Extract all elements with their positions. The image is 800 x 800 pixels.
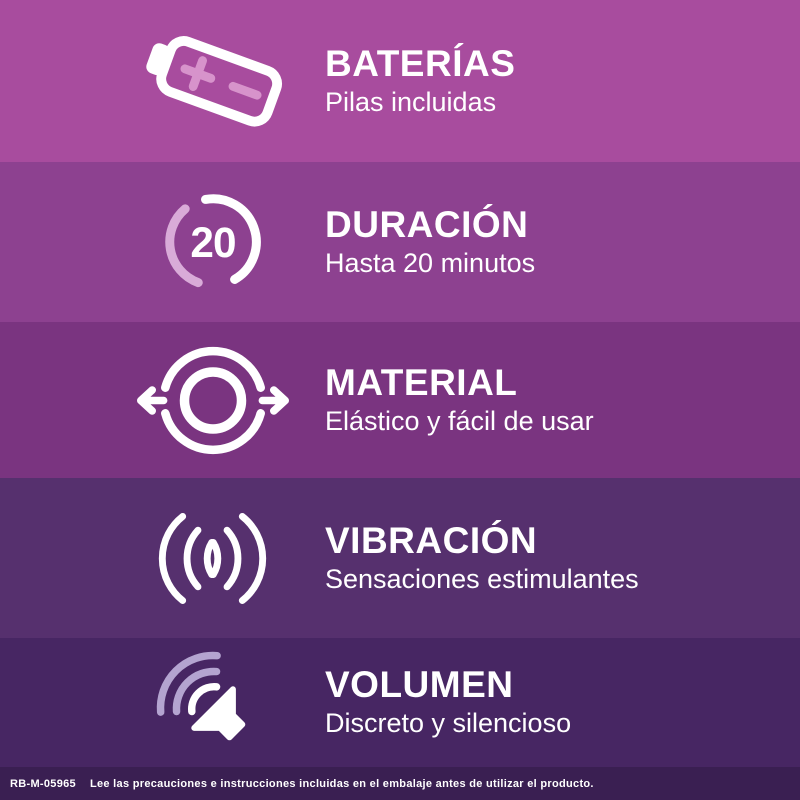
feature-band-material: MATERIAL Elástico y fácil de usar: [0, 322, 800, 478]
battery-icon: [145, 36, 282, 127]
feature-text: VIBRACIÓN Sensaciones estimulantes: [325, 519, 639, 595]
feature-subtitle: Pilas incluidas: [325, 86, 497, 117]
volume-wave-mid: [172, 667, 220, 715]
arrow-left-icon: [136, 385, 167, 415]
feature-text: BATERÍAS Pilas incluidas: [325, 42, 516, 118]
feature-band-volumen: VOLUMEN Discreto y silencioso: [0, 638, 800, 767]
feature-band-baterias: BATERÍAS Pilas incluidas: [0, 0, 800, 162]
feature-subtitle: Hasta 20 minutos: [325, 247, 536, 278]
disclaimer-text: Lee las precauciones e instrucciones inc…: [89, 777, 594, 790]
icon-column: 20: [0, 179, 325, 305]
battery-plus-icon: [179, 56, 215, 91]
feature-title: VOLUMEN: [325, 664, 514, 706]
rotate-stretch-icon: [136, 346, 289, 454]
icon-column: [0, 629, 325, 777]
volume-wave-outer: [156, 651, 221, 716]
feature-band-duracion: 20 DURACIÓN Hasta 20 minutos: [0, 162, 800, 322]
feature-subtitle: Discreto y silencioso: [325, 708, 572, 739]
vibration-waves-icon: [158, 512, 267, 604]
feature-title: VIBRACIÓN: [325, 519, 538, 561]
timer-minutes-label: 20: [190, 219, 235, 266]
footer-disclaimer: RB-M-05965 Lee las precauciones e instru…: [0, 767, 800, 800]
feature-title: BATERÍAS: [325, 42, 516, 84]
feature-title: MATERIAL: [325, 361, 518, 403]
icon-column: [0, 334, 325, 467]
icon-column: [0, 505, 325, 612]
arrow-right-icon: [258, 385, 289, 415]
feature-subtitle: Elástico y fácil de usar: [325, 405, 594, 436]
feature-band-vibracion: VIBRACIÓN Sensaciones estimulantes: [0, 478, 800, 638]
volume-speaker-icon: [156, 651, 245, 740]
battery-minus-icon: [228, 81, 262, 100]
icon-column: [0, 17, 325, 145]
feature-text: MATERIAL Elástico y fácil de usar: [325, 361, 594, 437]
feature-title: DURACIÓN: [325, 203, 529, 245]
feature-text: DURACIÓN Hasta 20 minutos: [325, 203, 536, 279]
feature-subtitle: Sensaciones estimulantes: [325, 563, 639, 594]
feature-text: VOLUMEN Discreto y silencioso: [325, 664, 572, 739]
product-code: RB-M-05965: [10, 777, 76, 790]
timer-arc-accent: [164, 204, 203, 288]
timer-20-icon: 20: [164, 194, 261, 288]
